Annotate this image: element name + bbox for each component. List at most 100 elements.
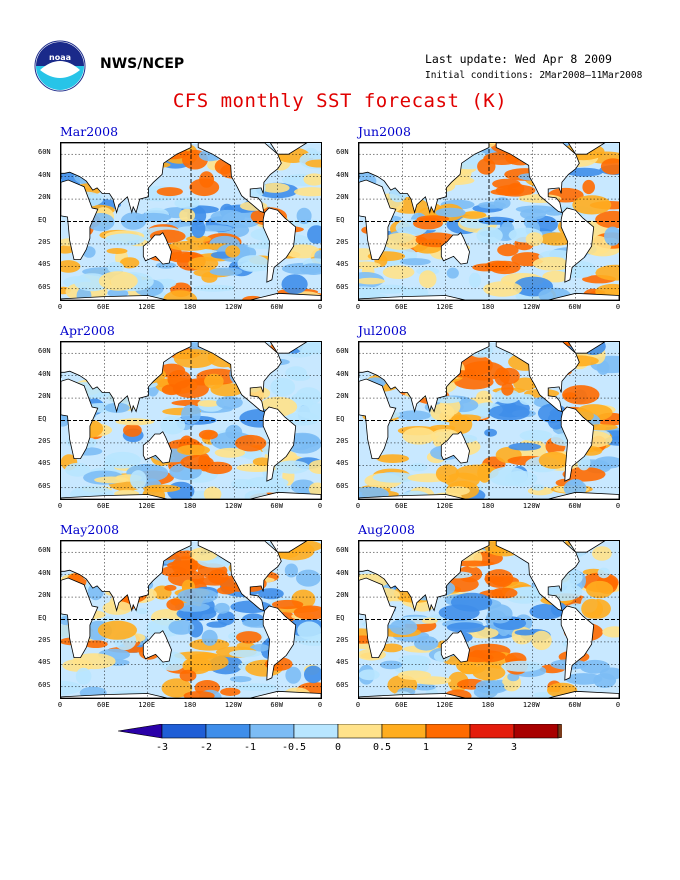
anomaly-blob <box>513 377 538 391</box>
lat-tick-label: 60N <box>336 347 349 356</box>
lat-tick-label: 40N <box>336 369 349 378</box>
landmass <box>359 143 490 215</box>
anomaly-blob <box>542 270 569 283</box>
anomaly-blob <box>308 482 321 496</box>
anomaly-blob <box>382 232 419 250</box>
anomaly-blob <box>206 621 227 628</box>
anomaly-blob <box>562 467 606 482</box>
anomaly-blob <box>460 211 487 219</box>
lat-tick-label: 20S <box>336 436 349 445</box>
anomaly-blob <box>225 245 241 258</box>
landmass <box>359 378 397 459</box>
sst-map-mar2008 <box>60 142 322 301</box>
sst-field-jul2008 <box>359 342 619 499</box>
colorbar-segment <box>205 724 251 739</box>
anomaly-blob <box>285 366 307 380</box>
anomaly-blob <box>209 267 243 276</box>
anomaly-blob <box>168 240 211 251</box>
sst-map-jun2008 <box>358 142 620 301</box>
lat-tick-label: EQ <box>38 215 47 224</box>
lon-tick-label: 60E <box>395 502 408 510</box>
lon-tick-label: 180 <box>481 701 495 709</box>
lon-tick-label: 120E <box>436 303 454 311</box>
lon-tick-label: 0 <box>355 502 361 510</box>
anomaly-blob <box>98 271 138 291</box>
anomaly-blob <box>161 678 193 698</box>
anomaly-blob <box>468 272 481 288</box>
anomaly-blob <box>164 584 177 591</box>
lon-tick-label: 60E <box>395 303 408 311</box>
lon-tick-label: 60W <box>270 701 283 709</box>
anomaly-blob <box>252 457 272 466</box>
landmass <box>495 342 580 413</box>
colorbar-segment <box>381 724 427 739</box>
anomaly-blob <box>119 257 140 269</box>
colorbar-segment <box>161 724 207 739</box>
landmass <box>560 207 595 283</box>
lat-tick-label: 60N <box>336 546 349 555</box>
anomaly-blob <box>163 290 198 300</box>
landmass <box>61 179 99 260</box>
landmass <box>269 541 308 553</box>
landmass <box>197 342 282 413</box>
anomaly-blob <box>214 602 230 614</box>
lat-tick-label: 20S <box>336 635 349 644</box>
sst-map-apr2008 <box>60 341 322 500</box>
anomaly-blob <box>413 636 439 651</box>
anomaly-blob <box>136 608 149 615</box>
anomaly-blob <box>501 382 514 396</box>
anomaly-blob <box>499 367 520 385</box>
lat-tick-label: 60S <box>38 481 51 490</box>
lon-tick-label: 60W <box>270 303 283 311</box>
anomaly-blob <box>179 669 197 682</box>
lon-tick-label: 60W <box>568 502 581 510</box>
anomaly-blob <box>376 454 409 463</box>
initial-conditions-text: Initial conditions: 2Mar2008–11Mar2008 <box>425 70 643 81</box>
sst-map-aug2008 <box>358 540 620 699</box>
anomaly-blob <box>106 248 128 254</box>
colorbar <box>118 724 562 739</box>
anomaly-blob <box>281 274 308 295</box>
anomaly-blob <box>130 470 147 490</box>
landmass <box>61 690 321 698</box>
sst-map-may2008 <box>60 540 322 699</box>
landmass <box>359 541 490 613</box>
anomaly-blob <box>203 486 222 499</box>
landmass <box>495 143 580 214</box>
lat-tick-label: 60N <box>38 347 51 356</box>
colorbar-tick-label: 1 <box>422 742 430 753</box>
anomaly-blob <box>435 464 459 483</box>
anomaly-blob <box>201 629 218 646</box>
lon-tick-label: 0 <box>317 701 323 709</box>
landmass <box>495 541 580 612</box>
anomaly-blob <box>452 560 495 567</box>
anomaly-blob <box>173 349 216 369</box>
anomaly-blob <box>220 687 241 696</box>
landmass <box>359 690 619 698</box>
lon-tick-label: 120E <box>436 701 454 709</box>
lat-tick-label: 20N <box>38 392 51 401</box>
anomaly-blob <box>295 387 321 406</box>
lat-tick-label: 40S <box>38 459 51 468</box>
anomaly-blob <box>379 660 403 670</box>
landmass <box>359 342 490 414</box>
lat-tick-label: 40N <box>38 369 51 378</box>
lat-tick-label: 60N <box>336 148 349 157</box>
anomaly-blob <box>566 167 603 177</box>
anomaly-blob <box>519 429 553 442</box>
anomaly-blob <box>488 404 530 421</box>
lon-tick-label: 60E <box>97 701 110 709</box>
anomaly-blob <box>161 384 182 396</box>
lat-tick-label: 20N <box>336 193 349 202</box>
colorbar-tick-label: -3 <box>155 742 169 753</box>
anomaly-blob <box>532 256 572 271</box>
anomaly-blob <box>359 277 385 285</box>
anomaly-blob <box>413 683 436 691</box>
anomaly-blob <box>507 672 520 682</box>
anomaly-blob <box>180 455 214 470</box>
landmass <box>61 541 192 613</box>
lat-tick-label: 40S <box>336 459 349 468</box>
anomaly-blob <box>296 207 312 225</box>
panel-title-jul2008: Jul2008 <box>358 323 407 338</box>
lon-tick-label: 120W <box>522 502 540 510</box>
